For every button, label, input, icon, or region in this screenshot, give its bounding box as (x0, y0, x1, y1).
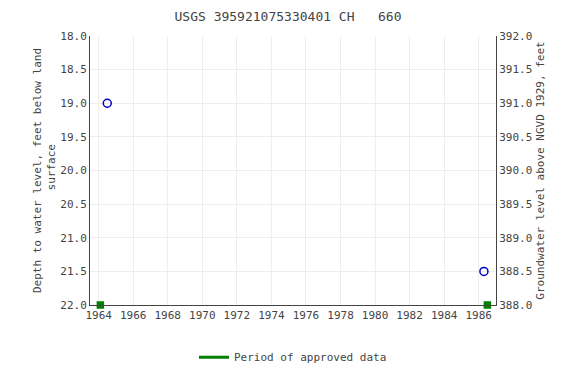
svg-text:389.5: 389.5 (499, 198, 532, 211)
svg-text:1968: 1968 (154, 309, 181, 322)
svg-text:USGS 395921075330401 CH 660: USGS 395921075330401 CH 660 (175, 9, 402, 24)
svg-text:1970: 1970 (189, 309, 216, 322)
svg-text:Depth to water level, feet bel: Depth to water level, feet below land su… (31, 48, 58, 293)
svg-text:1982: 1982 (396, 309, 423, 322)
svg-text:390.5: 390.5 (499, 131, 532, 144)
svg-text:391.0: 391.0 (499, 97, 532, 110)
svg-text:20.5: 20.5 (60, 198, 87, 211)
svg-text:390.0: 390.0 (499, 164, 532, 177)
svg-text:20.0: 20.0 (60, 164, 87, 177)
svg-text:389.0: 389.0 (499, 232, 532, 245)
svg-text:Period of approved data: Period of approved data (234, 351, 386, 364)
svg-text:1984: 1984 (431, 309, 458, 322)
svg-text:21.5: 21.5 (60, 265, 87, 278)
svg-text:18.0: 18.0 (60, 30, 87, 43)
svg-text:1972: 1972 (224, 309, 251, 322)
svg-text:391.5: 391.5 (499, 63, 532, 76)
svg-text:1980: 1980 (362, 309, 389, 322)
svg-text:1978: 1978 (327, 309, 354, 322)
svg-text:1976: 1976 (293, 309, 320, 322)
svg-text:21.0: 21.0 (60, 232, 87, 245)
svg-text:388.0: 388.0 (499, 299, 532, 312)
svg-text:1986: 1986 (465, 309, 492, 322)
svg-text:18.5: 18.5 (60, 63, 87, 76)
svg-text:388.5: 388.5 (499, 265, 532, 278)
svg-text:1964: 1964 (85, 309, 112, 322)
svg-text:19.0: 19.0 (60, 97, 87, 110)
svg-text:1974: 1974 (258, 309, 285, 322)
svg-text:Groundwater level above NGVD 1: Groundwater level above NGVD 1929, feet (534, 41, 547, 299)
svg-text:19.5: 19.5 (60, 131, 87, 144)
svg-text:22.0: 22.0 (60, 299, 87, 312)
svg-text:392.0: 392.0 (499, 30, 532, 43)
svg-text:1966: 1966 (120, 309, 147, 322)
